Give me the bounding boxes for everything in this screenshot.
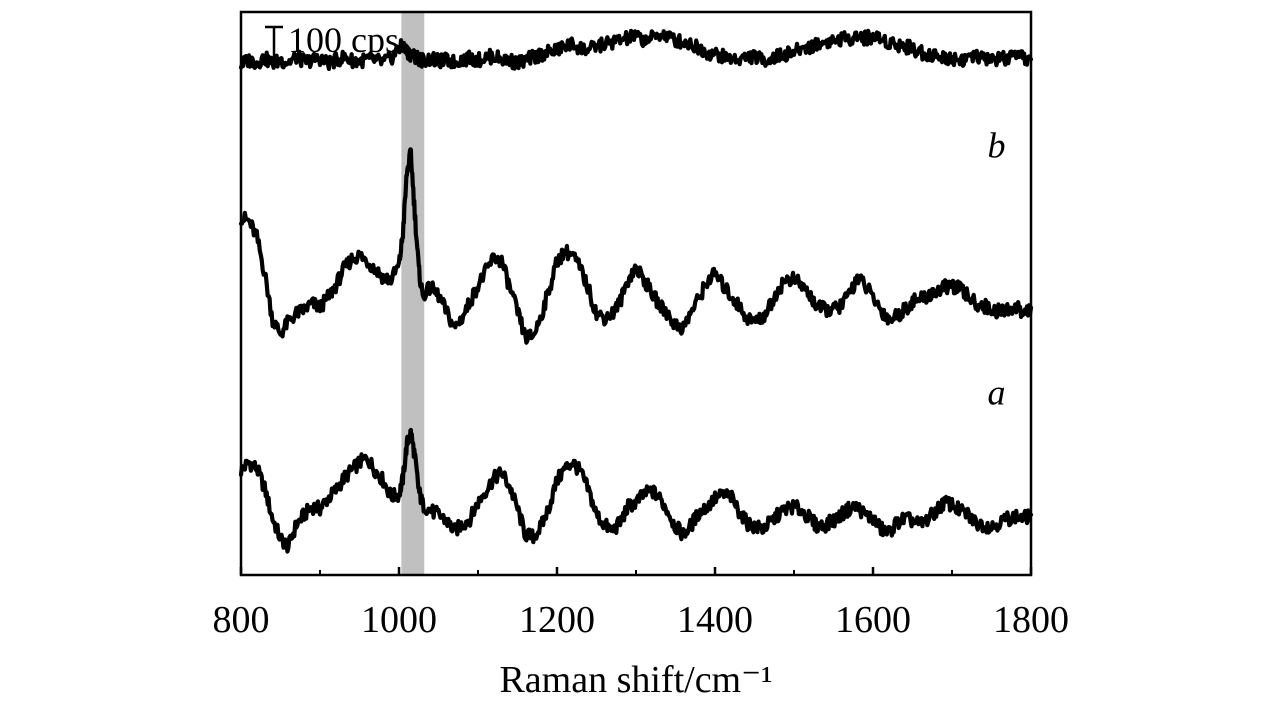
x-tick-label-800: 800 xyxy=(213,599,270,641)
x-tick-label-1200: 1200 xyxy=(519,599,595,641)
series-a-line xyxy=(238,427,1034,554)
highlight-band xyxy=(401,12,425,575)
x-axis-tick-labels: 800 1000 1200 1400 1600 1800 xyxy=(213,599,1070,641)
x-tick-label-1600: 1600 xyxy=(835,599,911,641)
x-axis-ticks xyxy=(239,567,1033,575)
x-axis-title: Raman shift/cm⁻¹ xyxy=(499,659,772,701)
series-b-line xyxy=(238,147,1034,345)
series-label-b: b xyxy=(988,126,1006,166)
x-tick-label-1400: 1400 xyxy=(677,599,753,641)
scale-bar-label: 100 cps xyxy=(288,20,399,60)
highlight-band-layer xyxy=(401,12,425,575)
series-labels: abc xyxy=(988,126,1006,413)
scale-bar: 100 cps xyxy=(265,20,399,66)
spectra-traces xyxy=(238,28,1034,554)
x-tick-label-1000: 1000 xyxy=(361,599,437,641)
series-c-line xyxy=(238,28,1034,71)
series-label-a: a xyxy=(988,373,1006,413)
plot-frame xyxy=(239,10,1033,577)
x-tick-label-1800: 1800 xyxy=(993,599,1069,641)
